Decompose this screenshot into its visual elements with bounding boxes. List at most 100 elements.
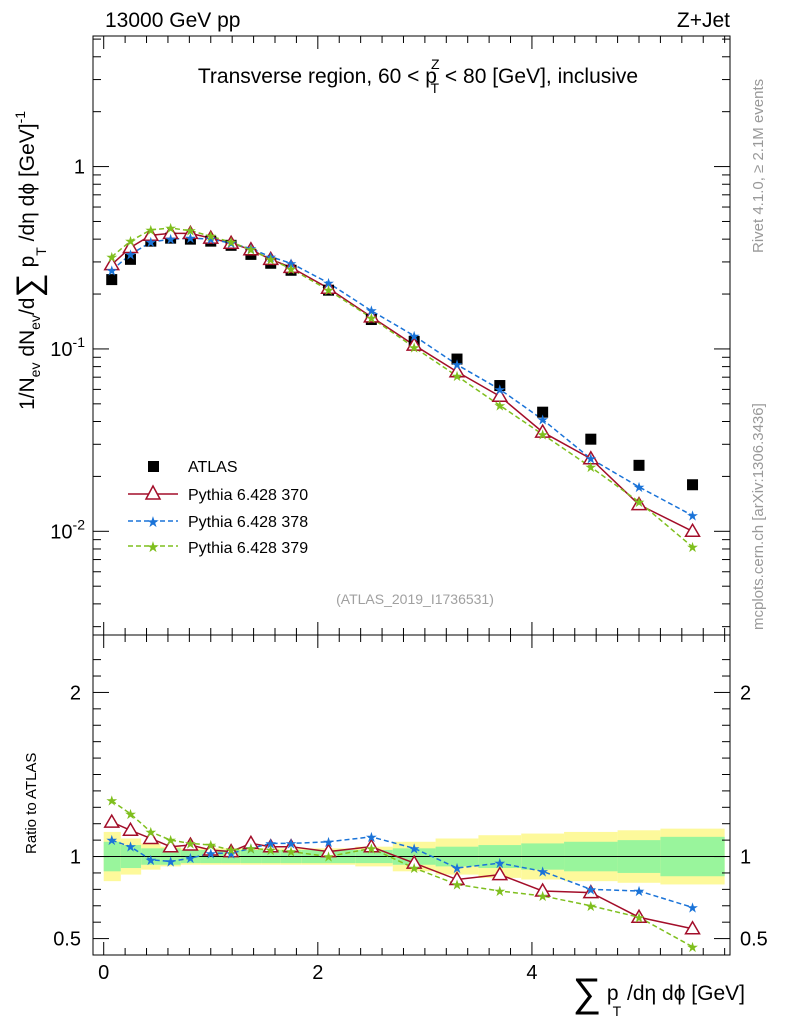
point-main-379: ★ (536, 426, 549, 442)
point-main-379: ★ (245, 242, 258, 258)
point-main-378: ★ (633, 479, 646, 495)
point-ratio-378: ★ (164, 853, 177, 869)
point-ratio-378: ★ (365, 829, 378, 845)
point-ratio-370 (684, 920, 701, 935)
point-main-379: ★ (105, 249, 118, 265)
point-ratio-370 (202, 841, 220, 856)
point-main-379: ★ (204, 228, 217, 244)
main-y-axis-label: 1/Nev dNev/d∑ pT /dη dϕ [GeV]-1 (10, 111, 49, 410)
atlas-point (537, 406, 549, 418)
point-ratio-370 (363, 838, 380, 853)
point-ratio-370 (103, 813, 121, 828)
point-main-378: ★ (105, 262, 118, 278)
point-ratio-378: ★ (105, 832, 118, 848)
legend-marker-atlas (148, 461, 159, 472)
point-ratio-378: ★ (285, 835, 298, 851)
point-main-379: ★ (124, 233, 137, 249)
point-main-370 (262, 250, 280, 266)
ratio-y-tick-label-left: 1 (70, 847, 81, 869)
point-ratio-370 (582, 884, 600, 899)
point-ratio-370 (262, 838, 280, 853)
point-ratio-378: ★ (451, 860, 464, 876)
point-main-370 (405, 336, 423, 351)
point-main-370 (282, 258, 300, 274)
header-energy-label: 13000 GeV pp (105, 9, 240, 32)
point-main-370 (122, 238, 139, 254)
point-main-378: ★ (264, 249, 277, 265)
point-main-378: ★ (145, 234, 158, 250)
point-ratio-379: ★ (322, 849, 335, 865)
point-main-378: ★ (365, 303, 378, 319)
point-ratio-379: ★ (633, 909, 646, 925)
point-main-379: ★ (285, 261, 298, 277)
x-tick-label: 0 (98, 962, 109, 984)
point-main-378: ★ (204, 231, 217, 247)
point-ratio-378: ★ (633, 883, 646, 899)
point-main-379: ★ (408, 339, 421, 355)
point-main-379: ★ (264, 251, 277, 267)
point-main-370 (142, 226, 160, 242)
atlas-point (585, 433, 597, 445)
point-ratio-378: ★ (264, 835, 277, 851)
point-main-379: ★ (322, 282, 335, 298)
x-tick-label: 2 (312, 962, 323, 984)
legend-marker-370 (144, 484, 162, 500)
point-ratio-378: ★ (585, 881, 598, 897)
point-ratio-379: ★ (408, 860, 421, 876)
point-ratio-378: ★ (536, 863, 549, 879)
point-ratio-378: ★ (225, 845, 238, 861)
legend-label-atlas: ATLAS (188, 459, 238, 476)
point-main-370 (182, 224, 199, 240)
point-main-379: ★ (365, 310, 378, 326)
point-ratio-370 (630, 908, 648, 924)
point-ratio-379: ★ (686, 939, 699, 955)
point-ratio-379: ★ (451, 876, 464, 892)
point-ratio-379: ★ (365, 840, 378, 856)
point-ratio-378: ★ (494, 855, 507, 871)
point-main-370 (684, 522, 701, 538)
point-ratio-378: ★ (686, 899, 699, 915)
point-main-379: ★ (585, 459, 598, 475)
point-ratio-379: ★ (285, 844, 298, 860)
point-main-370 (242, 241, 260, 256)
atlas-point (145, 235, 157, 247)
point-main-379: ★ (145, 222, 158, 238)
axes: 0 2 4 10-2 10-1 1 0.5 0.5 1 1 2 2 (50, 36, 768, 984)
main-y-tick-label: 10-1 (50, 334, 85, 361)
legend: ATLAS Pythia 6.428 370 ★ Pythia 6.428 37… (128, 459, 308, 557)
data-markers: ★★★ ★ ★ ★ ★ ★★ ★★★★★★★★★★★★★ ★ ★ ★ ★ ★★★★★★★★★★★★★ ★… (103, 220, 701, 955)
analysis-watermark: (ATLAS_2019_I1736531) (336, 591, 494, 607)
point-main-378: ★ (585, 451, 598, 467)
point-ratio-370 (448, 871, 466, 886)
plot-title: Transverse region, 60 < pZ T < 80 [GeV], … (198, 56, 638, 96)
legend-label-379: Pythia 6.428 379 (188, 540, 308, 557)
point-ratio-379: ★ (124, 806, 137, 822)
point-ratio-379: ★ (245, 840, 258, 856)
point-ratio-379: ★ (145, 824, 158, 840)
point-main-379: ★ (451, 368, 464, 384)
point-ratio-379: ★ (105, 793, 118, 809)
point-main-378: ★ (536, 412, 549, 428)
point-main-370 (630, 496, 648, 511)
point-main-370 (582, 450, 600, 465)
point-main-370 (202, 229, 220, 244)
point-main-370 (448, 363, 466, 378)
atlas-point (494, 380, 506, 392)
point-main-378: ★ (322, 275, 335, 291)
legend-label-370: Pythia 6.428 370 (188, 487, 308, 504)
ratio-y-tick-label-right: 2 (740, 682, 751, 704)
point-main-378: ★ (451, 357, 464, 373)
ratio-panel-frame (92, 634, 731, 956)
point-ratio-379: ★ (536, 888, 549, 904)
point-main-370 (320, 279, 337, 295)
point-ratio-370 (162, 838, 179, 853)
ratio-y-tick-label-left: 2 (70, 682, 81, 704)
point-ratio-370 (491, 866, 509, 881)
point-main-379: ★ (633, 494, 646, 510)
atlas-point (687, 479, 699, 491)
legend-marker-379: ★ (146, 539, 159, 556)
point-main-379: ★ (225, 234, 238, 250)
point-main-379: ★ (184, 223, 197, 239)
point-main-379: ★ (164, 220, 177, 236)
